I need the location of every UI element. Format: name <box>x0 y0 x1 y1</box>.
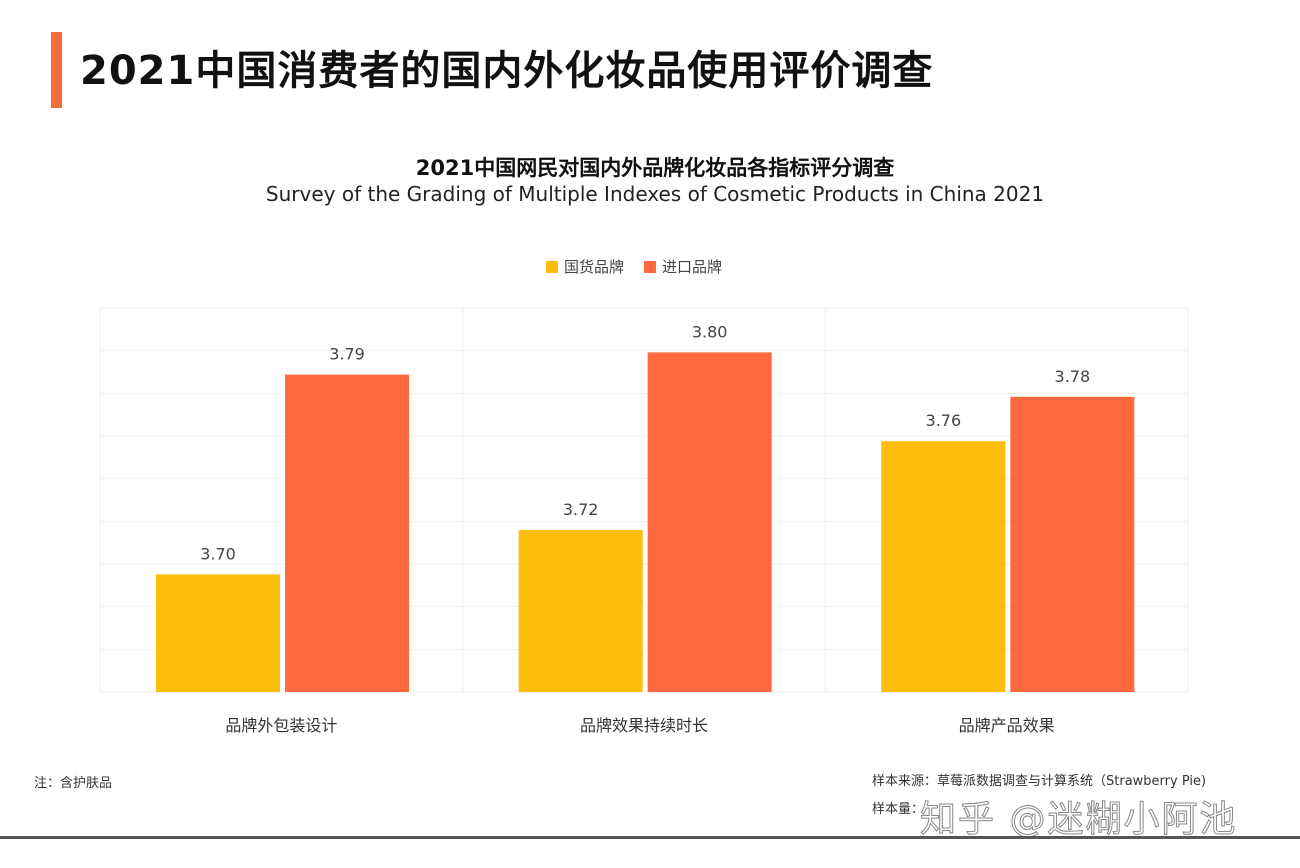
data-label: 3.79 <box>329 345 365 364</box>
watermark: 知乎 @迷糊小阿池 <box>919 799 1238 841</box>
legend-swatch <box>644 261 657 273</box>
legend-item-imported: 进口品牌 <box>644 256 722 277</box>
page-title: 2021中国消费者的国内外化妆品使用评价调查 <box>80 48 934 94</box>
x-tick-label: 品牌效果持续时长 <box>580 716 708 735</box>
legend-swatch <box>546 261 558 273</box>
source-note: 样本来源：草莓派数据调查与计算系统（Strawberry Pie) <box>872 774 1207 789</box>
x-tick-label: 品牌产品效果 <box>959 716 1055 735</box>
bar <box>881 441 1006 692</box>
legend-label: 国货品牌 <box>564 258 625 276</box>
bar <box>647 352 772 692</box>
data-label: 3.72 <box>563 500 599 519</box>
chart-title: 2021中国网民对国内外品牌化妆品各指标评分调查 <box>415 156 895 180</box>
data-label: 3.80 <box>692 322 728 341</box>
bar-chart: 3.70 3.79 品牌外包装设计 3.72 3.80 品牌效果持续时长 3.76 3.78 品… <box>99 307 1189 735</box>
bar <box>1010 396 1135 692</box>
legend: 国货品牌 进口品牌 <box>546 256 722 277</box>
x-tick-label: 品牌外包装设计 <box>225 716 337 735</box>
footnote: 注：含护肤品 <box>34 776 113 791</box>
sample-note: 样本量： <box>872 802 925 817</box>
data-label: 3.70 <box>200 544 236 563</box>
chart-subtitle: Survey of the Grading of Multiple Indexe… <box>265 182 1045 206</box>
bar <box>285 374 409 692</box>
legend-item-domestic: 国货品牌 <box>546 256 624 277</box>
legend-label: 进口品牌 <box>662 258 723 276</box>
bar <box>156 574 280 692</box>
title-accent-bar <box>51 32 62 108</box>
bar <box>518 529 643 692</box>
data-label: 3.76 <box>926 411 962 430</box>
data-label: 3.78 <box>1055 367 1091 386</box>
divider <box>0 836 1300 839</box>
